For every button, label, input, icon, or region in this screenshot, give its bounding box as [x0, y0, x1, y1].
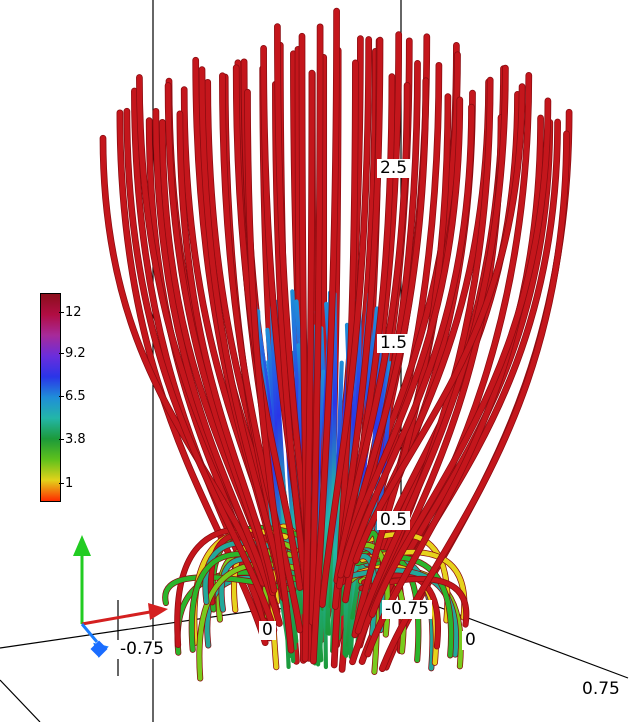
legend-tick-max: 12 — [59, 305, 82, 320]
y-axis-label-zero: 0 — [259, 621, 276, 640]
streamline-tubes-front — [99, 7, 570, 673]
x-axis-label-neg: -0.75 — [117, 640, 167, 659]
streamline-tube — [263, 541, 299, 619]
legend-color-bar — [40, 293, 61, 502]
z-axis-label-low: 0.5 — [377, 511, 411, 530]
streamline-tube — [309, 24, 323, 625]
streamline-tube — [244, 89, 294, 653]
streamline-tube — [219, 73, 303, 633]
streamline-tube — [100, 135, 266, 586]
x-axis-label-pos: 0.75 — [582, 679, 620, 699]
legend-tick-3: 6.5 — [59, 389, 86, 404]
streamline-tube — [124, 108, 277, 633]
streamline-tube — [117, 110, 268, 646]
xyz-triad-icon — [73, 535, 168, 658]
legend-tick-min: 1 — [58, 476, 74, 491]
z-axis-label-mid: 1.5 — [377, 334, 411, 353]
color-legend: 12 9.2 6.5 3.8 1 — [36, 290, 104, 504]
legend-tick-4: 3.8 — [59, 432, 86, 447]
streamline-tube — [153, 108, 282, 627]
vortex-core-tube — [328, 291, 338, 609]
legend-tick-2: 9.2 — [59, 346, 86, 361]
streamline-tube — [319, 36, 372, 608]
streamline-tube — [177, 111, 277, 593]
y-axis-label-neg: -0.75 — [382, 600, 432, 619]
streamline-tube — [369, 98, 551, 617]
streamline-tube — [352, 94, 451, 638]
streamline-tube — [310, 8, 340, 664]
streamline-tube — [355, 65, 508, 634]
streamline-tube — [338, 97, 463, 578]
streamline-tube — [302, 70, 315, 662]
x-axis-label-zero: 0 — [462, 631, 479, 650]
streamline-tube — [334, 82, 410, 584]
streamline-tube — [199, 67, 290, 610]
streamline-tube — [344, 104, 475, 578]
z-axis-label-top: 2.5 — [377, 159, 411, 178]
